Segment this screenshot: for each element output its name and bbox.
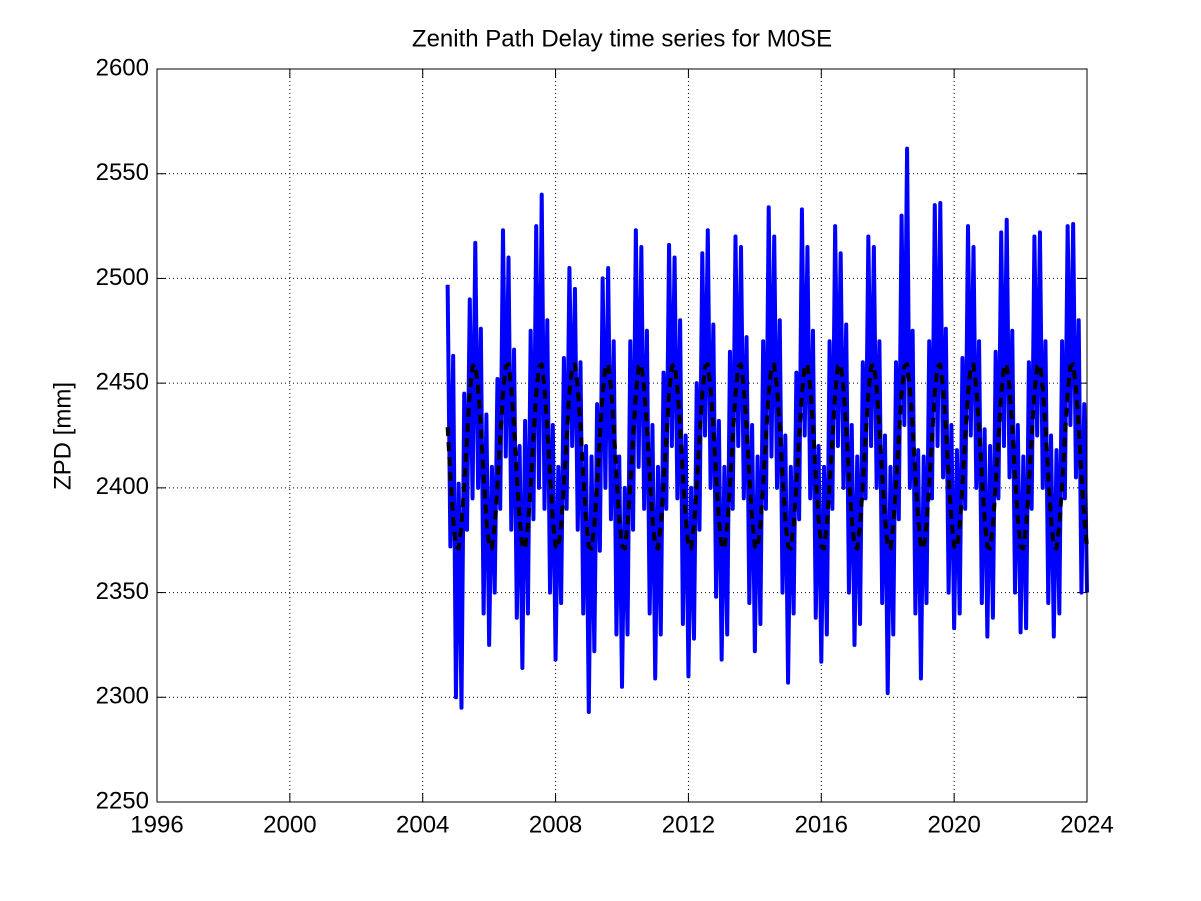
y-tick-label: 2500: [96, 264, 149, 291]
chart-title: Zenith Path Delay time series for M0SE: [412, 25, 832, 52]
y-tick-label: 2450: [96, 368, 149, 395]
x-tick-label: 2004: [396, 811, 449, 838]
x-tick-label: 2000: [263, 811, 316, 838]
y-axis-label: ZPD [mm]: [49, 382, 76, 490]
x-tick-label: 2020: [927, 811, 980, 838]
axes-box: [156, 68, 1088, 803]
y-tick-label: 2550: [96, 159, 149, 186]
y-tick-label: 2300: [96, 683, 149, 710]
x-tick-label: 2016: [795, 811, 848, 838]
y-tick-label: 2600: [96, 54, 149, 81]
x-tick-label: 2024: [1060, 811, 1113, 838]
x-tick-label: 2012: [662, 811, 715, 838]
fit-line: [445, 362, 1089, 551]
y-tick-label: 2250: [96, 787, 149, 814]
x-tick-label: 2008: [529, 811, 582, 838]
y-tick-label: 2400: [96, 473, 149, 500]
y-tick-label: 2350: [96, 578, 149, 605]
x-tick-label: 1996: [130, 811, 183, 838]
